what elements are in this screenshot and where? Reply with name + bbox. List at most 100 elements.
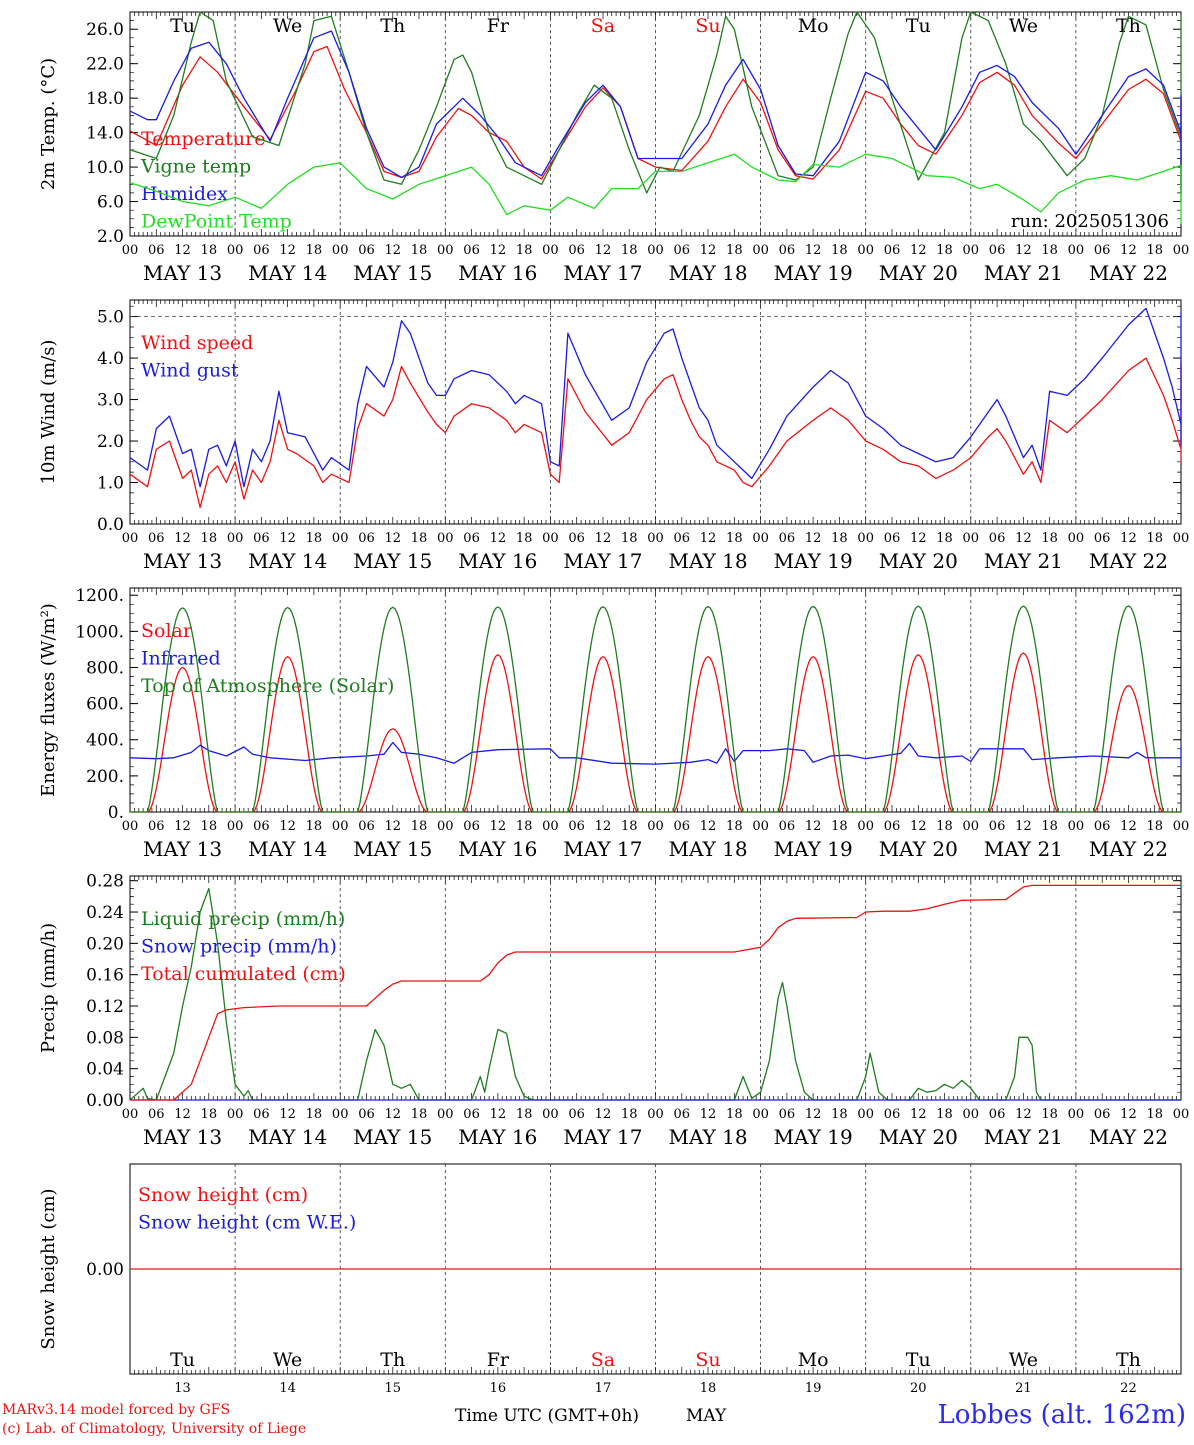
x-date-label: MAY 15 (353, 261, 432, 285)
x-hour-label: 00 (647, 531, 664, 546)
x-date-label: MAY 22 (1089, 1125, 1168, 1149)
y-tick-label: 6.0 (97, 193, 124, 213)
x-date-label: MAY 14 (248, 549, 327, 573)
x-hour-label: 18 (201, 1107, 218, 1122)
x-hour-label: 00 (542, 243, 559, 258)
legend-entry: Wind speed (141, 332, 253, 354)
x-hour-label: 18 (1146, 531, 1163, 546)
x-day-number-label: 21 (1015, 1381, 1032, 1396)
x-hour-label: 12 (1015, 1107, 1032, 1122)
y-tick-label: 14.0 (86, 124, 124, 144)
x-hour-label: 06 (463, 531, 480, 546)
x-hour-label: 00 (332, 819, 349, 834)
panel-energy: 0. 200. 400. 600. 800. 1000. 1200. Energy fluxe… (38, 586, 1189, 861)
panel-wind: 0.0 1.0 2.0 3.0 4.0 5.0 10m Wind (m/s) 00 06 12 18… (38, 299, 1189, 573)
x-hour-label: 12 (1120, 1107, 1137, 1122)
x-hour-label: 06 (674, 819, 691, 834)
x-date-label: MAY 21 (984, 549, 1063, 573)
day-of-week-label: We (273, 1349, 302, 1371)
x-date-label: MAY 15 (353, 549, 432, 573)
x-hour-label: 00 (122, 243, 139, 258)
x-tick-marks (129, 588, 1182, 812)
x-hour-label: 06 (1094, 819, 1111, 834)
x-hour-label: 06 (674, 243, 691, 258)
x-date-label: MAY 13 (143, 1125, 222, 1149)
x-hour-label: 12 (1120, 243, 1137, 258)
x-date-label: MAY 21 (984, 1125, 1063, 1149)
x-hour-label: 12 (174, 243, 191, 258)
day-of-week-label: Mo (798, 15, 829, 37)
x-tick-marks (129, 300, 1182, 524)
y-tick-label: 0.24 (86, 903, 124, 923)
x-hour-label: 18 (1041, 531, 1058, 546)
x-hour-label: 06 (779, 819, 796, 834)
x-date-label: MAY 17 (563, 549, 642, 573)
panel-frame (129, 587, 1182, 813)
y-tick-label: 3.0 (97, 391, 124, 411)
x-hour-label: 00 (437, 243, 454, 258)
y-tick-label: 1000. (75, 622, 124, 642)
credit-line-2: (c) Lab. of Climatology, University of L… (2, 1421, 307, 1437)
x-hour-label: 12 (910, 1107, 927, 1122)
x-hour-label: 00 (332, 1107, 349, 1122)
x-hour-label: 00 (1068, 243, 1085, 258)
station-name: Lobbes (alt. 162m) (937, 1400, 1186, 1430)
x-hour-label: 12 (805, 819, 822, 834)
x-hour-label: 12 (595, 819, 612, 834)
x-hour-label: 06 (779, 243, 796, 258)
x-hour-label: 12 (595, 1107, 612, 1122)
x-hour-label: 18 (621, 1107, 638, 1122)
legend-entry: Infrared (141, 648, 221, 670)
x-hour-label: 00 (857, 819, 874, 834)
x-date-label: MAY 22 (1089, 837, 1168, 861)
x-hour-label: 06 (148, 531, 165, 546)
x-hour-label: 00 (647, 243, 664, 258)
x-hour-label: 18 (936, 531, 953, 546)
x-hour-label: 18 (1041, 243, 1058, 258)
x-hour-label: 00 (752, 243, 769, 258)
x-hour-label: 00 (857, 531, 874, 546)
x-hour-label: 18 (411, 1107, 428, 1122)
series-precip-1 (130, 1097, 1182, 1101)
x-hour-label: 00 (332, 243, 349, 258)
x-hour-label: 00 (752, 819, 769, 834)
x-hour-label: 12 (490, 1107, 507, 1122)
day-of-week-label: Tu (906, 1349, 931, 1371)
x-hour-label: 00 (542, 531, 559, 546)
x-hour-label: 00 (963, 243, 980, 258)
legend-entry: Vigne temp (140, 156, 251, 178)
x-hour-label: 12 (174, 531, 191, 546)
day-of-week-label: Fr (487, 15, 510, 37)
x-date-label: MAY 16 (458, 261, 537, 285)
x-hour-label: 06 (148, 1107, 165, 1122)
series-energy-2 (130, 605, 1181, 813)
x-date-label: MAY 14 (248, 837, 327, 861)
x-hour-label: 06 (989, 531, 1006, 546)
day-of-week-label: Sa (591, 15, 615, 37)
x-hour-label: 12 (1015, 243, 1032, 258)
y-tick-label: 0.00 (86, 1091, 124, 1111)
x-date-label: MAY 19 (774, 837, 853, 861)
y-tick-label: 0.08 (86, 1028, 124, 1048)
y-axis-title: 2m Temp. (°C) (38, 58, 59, 190)
x-hour-label: 12 (1015, 819, 1032, 834)
x-hour-label: 06 (884, 819, 901, 834)
x-hour-label: 18 (306, 819, 323, 834)
x-hour-label: 12 (910, 531, 927, 546)
x-hour-label: 18 (1041, 819, 1058, 834)
legend-entry: DewPoint Temp (141, 211, 292, 233)
x-hour-label: 00 (437, 531, 454, 546)
x-hour-label: 18 (1041, 1107, 1058, 1122)
x-hour-label: 18 (201, 819, 218, 834)
x-hour-label: 06 (989, 819, 1006, 834)
x-tick-marks (129, 876, 1182, 1100)
run-annotation: run: 2025051306 (1011, 211, 1169, 232)
y-minor-ticks (130, 305, 1181, 525)
day-of-week-label: Tu (170, 1349, 195, 1371)
x-date-label: MAY 21 (984, 837, 1063, 861)
x-hour-label: 18 (936, 1107, 953, 1122)
x-hour-label: 12 (279, 243, 296, 258)
x-hour-label: 12 (595, 243, 612, 258)
x-hour-label: 18 (411, 243, 428, 258)
